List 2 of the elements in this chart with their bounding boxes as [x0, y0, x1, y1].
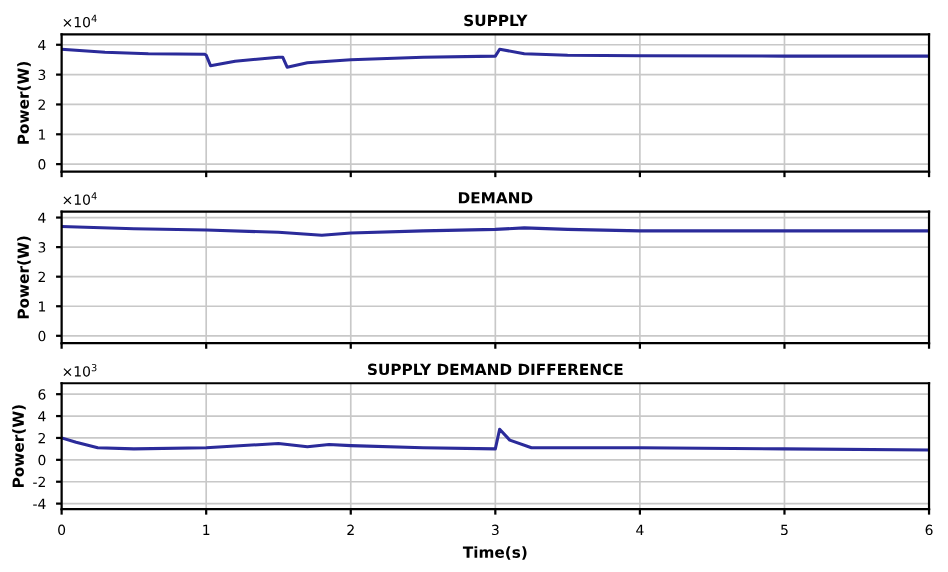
line-series	[61, 427, 930, 452]
line-series	[61, 47, 930, 69]
